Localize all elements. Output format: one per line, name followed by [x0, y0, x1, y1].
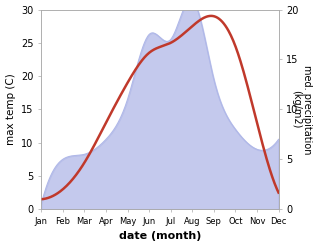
Y-axis label: med. precipitation
(kg/m2): med. precipitation (kg/m2)	[291, 65, 313, 154]
X-axis label: date (month): date (month)	[119, 231, 201, 242]
Y-axis label: max temp (C): max temp (C)	[5, 74, 16, 145]
